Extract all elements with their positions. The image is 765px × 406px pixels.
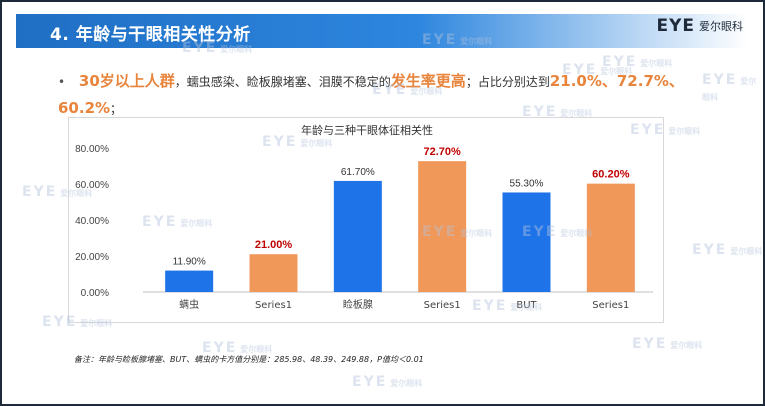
- title-bar: 4. 年龄与干眼相关性分析: [16, 14, 748, 48]
- x-category-label: 睑板腺: [343, 298, 373, 311]
- brand-logo: EYE 爱尔眼科: [656, 16, 743, 36]
- x-category-label: BUT: [516, 300, 537, 311]
- logo-mark: EYE: [656, 16, 695, 36]
- bar: [418, 161, 467, 292]
- logo-text: 爱尔眼科: [699, 20, 743, 33]
- x-category-label: Series1: [592, 300, 629, 311]
- watermark-logo: EYE 爱尔眼科: [352, 374, 423, 390]
- bullet-text-end: ；: [110, 102, 123, 116]
- bar: [333, 180, 382, 292]
- bar: [586, 183, 635, 292]
- bullet-dot-icon: •: [58, 75, 66, 89]
- y-tick-label: 60.00%: [75, 180, 109, 191]
- bullet-highlight-values: 21.0%、72.7%、60.2%: [58, 72, 684, 117]
- bullet-highlight-age: 30岁以上人群: [78, 72, 175, 90]
- watermark-logo: EYE 爱尔眼科: [632, 336, 703, 352]
- bar: [249, 254, 298, 292]
- bar-value-label: 21.00%: [255, 239, 293, 251]
- x-category-label: 螨虫: [179, 299, 199, 311]
- x-category-label: Series1: [255, 300, 292, 311]
- bar-value-label: 61.70%: [341, 167, 375, 178]
- bullet-highlight-rate: 发生率更高: [390, 72, 466, 90]
- chart-title: 年龄与三种干眼体征相关性: [301, 123, 433, 137]
- chart-container: 年龄与三种干眼体征相关性 0.00% 20.00% 40.00% 60.00% 80.00…: [68, 117, 664, 323]
- bar: [502, 192, 551, 292]
- bullet-text-ratio: ；占比分别达到: [465, 75, 550, 89]
- y-tick-label: 20.00%: [75, 252, 109, 263]
- summary-bullet: • 30岁以上人群，蠕虫感染、睑板腺堵塞、泪膜不稳定的发生率更高；占比分别达到2…: [58, 68, 738, 122]
- y-tick-label: 80.00%: [75, 144, 109, 155]
- page-title: 4. 年龄与干眼相关性分析: [50, 25, 251, 45]
- bar-chart: 年龄与三种干眼体征相关性 0.00% 20.00% 40.00% 60.00% 80.00…: [75, 123, 653, 311]
- watermark-logo: EYE 爱尔眼科: [692, 242, 763, 258]
- bar-value-label: 60.20%: [592, 169, 630, 181]
- bullet-text-conditions: ，蠕虫感染、睑板腺堵塞、泪膜不稳定的: [174, 75, 391, 89]
- bar: [165, 270, 214, 292]
- y-tick-label: 0.00%: [81, 288, 109, 299]
- bar-value-label: 11.90%: [173, 257, 206, 268]
- x-category-label: Series1: [424, 300, 461, 311]
- footnote: 备注：年龄与睑板腺堵塞、BUT、螨虫的卡方值分别是：285.98、48.39、2…: [74, 355, 424, 364]
- bar-value-label: 72.70%: [424, 146, 462, 158]
- y-tick-label: 40.00%: [75, 216, 109, 227]
- bar-value-label: 55.30%: [510, 178, 544, 189]
